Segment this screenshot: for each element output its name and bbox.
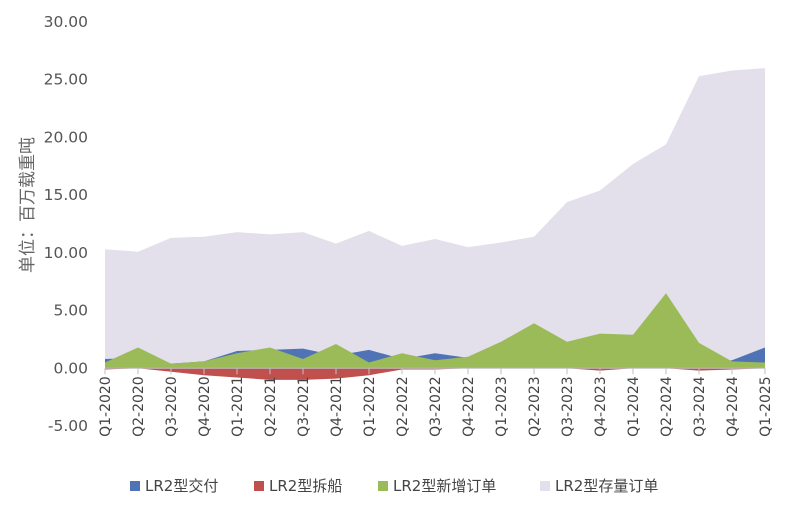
x-tick-label: Q3-2022 [428, 376, 444, 437]
legend-swatch [378, 481, 388, 491]
area-series-0 [105, 68, 765, 369]
y-tick-labels: 30.00 25.00 20.00 15.00 10.00 5.00 0.00 -5.00 [44, 13, 88, 435]
plot-areas [105, 68, 765, 380]
legend-swatch [130, 481, 140, 491]
y-tick-label: 0.00 [53, 359, 88, 377]
x-tick-label: Q1-2024 [626, 376, 642, 437]
x-tick-label: Q2-2021 [263, 376, 279, 437]
x-tick-label: Q1-2023 [494, 376, 510, 437]
x-tick-label: Q3-2024 [692, 376, 708, 437]
legend-label: LR2型拆船 [269, 477, 342, 495]
x-tick-label: Q1-2022 [362, 376, 378, 437]
y-tick-label: 10.00 [44, 244, 88, 262]
x-tick-label: Q1-2021 [230, 376, 246, 437]
x-tick-label: Q2-2023 [527, 376, 543, 437]
x-tick-label: Q2-2022 [395, 376, 411, 437]
legend-label: LR2型存量订单 [555, 477, 658, 495]
y-tick-label: 20.00 [44, 128, 88, 146]
legend-swatch [540, 481, 550, 491]
legend: LR2型交付 LR2型拆船 LR2型新增订单 LR2型存量订单 [130, 477, 658, 495]
legend-swatch [254, 481, 264, 491]
x-tick-label: Q4-2024 [725, 376, 741, 437]
x-tick-label: Q3-2023 [560, 376, 576, 437]
x-tick-label: Q2-2024 [659, 376, 675, 437]
y-tick-label: 5.00 [53, 302, 88, 320]
area-series-3 [105, 293, 765, 369]
x-tick-label: Q3-2020 [164, 376, 180, 437]
legend-label: LR2型交付 [145, 477, 218, 495]
y-tick-label: -5.00 [48, 417, 88, 435]
y-tick-label: 30.00 [44, 13, 88, 31]
y-axis-title: 单位：百万载重吨 [18, 137, 38, 273]
y-tick-label: 25.00 [44, 71, 88, 89]
x-tick-label: Q1-2025 [758, 376, 774, 437]
x-tick-label: Q4-2021 [329, 376, 345, 437]
y-tick-label: 15.00 [44, 186, 88, 204]
x-tick-labels: Q1-2020 Q2-2020 Q3-2020 Q4-2020 Q1-2021 Q2-20… [98, 376, 774, 437]
x-tick-label: Q4-2023 [593, 376, 609, 437]
x-tick-label: Q1-2020 [98, 376, 114, 437]
legend-label: LR2型新增订单 [393, 477, 496, 495]
x-tick-label: Q2-2020 [131, 376, 147, 437]
x-tick-marks [104, 368, 766, 375]
x-tick-label: Q4-2022 [461, 376, 477, 437]
x-tick-label: Q3-2021 [296, 376, 312, 437]
x-tick-label: Q4-2020 [197, 376, 213, 437]
